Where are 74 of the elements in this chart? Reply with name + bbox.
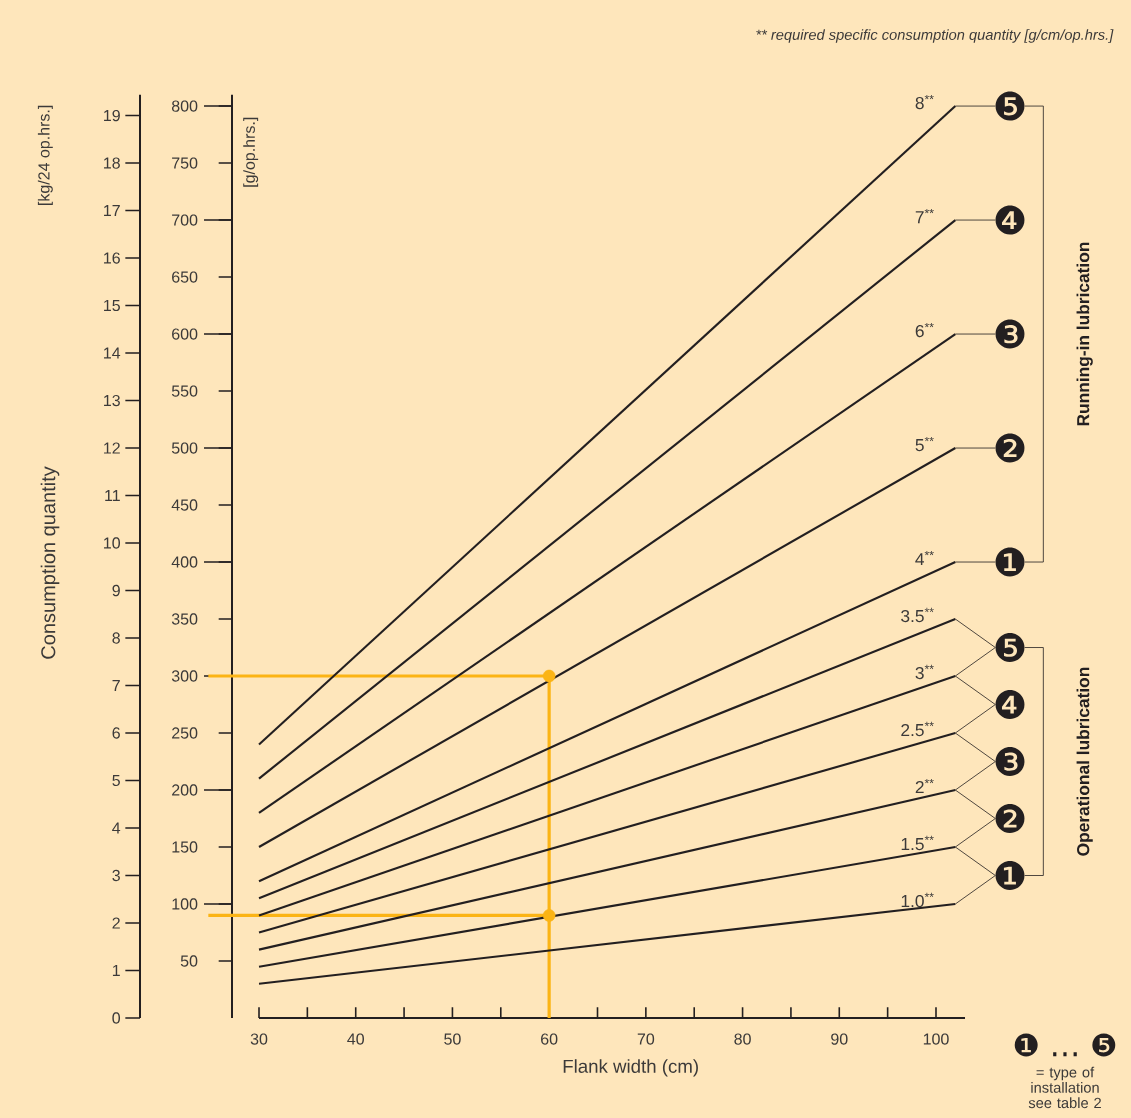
text: Operational lubrication (1076, 667, 1093, 856)
y2-tick-label: 13 (104, 394, 120, 407)
text: ❶ (995, 861, 1025, 890)
y-tick-label: 100 (172, 898, 198, 910)
legend-label: 1.0$^{**}$ (901, 892, 934, 908)
y2-tick-label: 0 (112, 1012, 121, 1024)
y-tick-label: 500 (171, 442, 198, 454)
y-tick-label: 350 (171, 613, 198, 625)
text: ** required specific consumption quantity [g/cm/op.hrs.] (756, 29, 1114, 43)
legend-label: 2$^{**}$ (915, 778, 934, 794)
legend-label: 6$^{**}$ (915, 322, 934, 338)
text: Consumption quantity (40, 466, 60, 659)
y-tick-label: 300 (171, 670, 198, 682)
legend-label: 4$^{**}$ (915, 550, 934, 566)
y2-tick-label: 8 (112, 632, 120, 644)
y2-tick-label: 12 (104, 442, 120, 454)
x-tick-label: 30 (250, 1033, 268, 1045)
text: ❺ (995, 91, 1025, 121)
text: ❹ (995, 205, 1025, 235)
x-tick-label: 70 (637, 1033, 655, 1045)
x-tick-label: 50 (444, 1033, 461, 1045)
y2-tick-label: 4 (112, 822, 121, 834)
y-tick-label: 600 (172, 328, 198, 340)
x-axis-title: Flank width (cm) (563, 1059, 698, 1077)
text: ❹ (995, 690, 1025, 719)
text: = type of installation see table 2 (1028, 1066, 1101, 1109)
y-tick-label: 700 (172, 214, 198, 226)
y-tick-label: 250 (172, 727, 198, 739)
series-label: 3.5$^{**}$ (901, 607, 934, 623)
text: ❶ … ❺ (1014, 1033, 1116, 1057)
y-tick-label: 150 (172, 841, 198, 853)
y2-tick-label: 15 (104, 299, 120, 312)
legend-label: 8$^{**}$ (915, 94, 934, 110)
y2-tick-label: 9 (112, 584, 120, 597)
y2-tick-label: 10 (104, 537, 121, 549)
legend-label: 5$^{**}$ (915, 436, 934, 452)
y-tick-label: 800 (171, 100, 198, 112)
y2-tick-label: 7 (112, 680, 120, 692)
y2-tick-label: 17 (104, 205, 120, 217)
text: ❸ (995, 747, 1025, 776)
x-tick-label: 60 (541, 1033, 558, 1045)
x-tick-label: 100 (923, 1033, 949, 1045)
y2-tick-label: 11 (105, 490, 120, 502)
y2-tick-label: 18 (104, 157, 120, 169)
y2-tick-label: 14 (104, 347, 121, 359)
y2-tick-label: 16 (104, 252, 120, 264)
y-tick-label: 450 (171, 499, 198, 511)
y2-axis-title: [kg/24 op.hrs.] (37, 105, 53, 205)
y2-tick-label: 3 (112, 869, 120, 882)
y-tick-label: 50 (180, 955, 198, 967)
x-tick-label: 80 (734, 1033, 751, 1045)
x-tick-label: 90 (831, 1033, 848, 1045)
legend-label: 1.5$^{**}$ (901, 835, 934, 851)
legend-label: 7$^{**}$ (915, 208, 934, 224)
y-tick-label: 650 (172, 271, 198, 283)
text: ❺ (995, 633, 1025, 662)
text: ❸ (995, 319, 1025, 349)
text: Running-in lubrication (1076, 242, 1093, 426)
y2-tick-label: 1 (112, 965, 120, 977)
y2-tick-label: 19 (104, 109, 120, 122)
text: ❷ (995, 804, 1025, 833)
legend-label: 2.5$^{**}$ (901, 721, 934, 737)
y-tick-label: 550 (171, 385, 198, 397)
y2-tick-label: 6 (112, 727, 120, 739)
text: ❶ (995, 547, 1025, 577)
y-tick-label: 750 (172, 157, 198, 169)
y2-tick-label: 5 (112, 774, 120, 787)
y-axis-title: [g/op.hrs.] (243, 117, 259, 187)
legend-label: 3$^{**}$ (915, 664, 934, 680)
y-tick-label: 200 (172, 784, 198, 796)
y-tick-label: 400 (171, 556, 198, 568)
x-tick-label: 40 (347, 1033, 364, 1045)
text: ❷ (995, 433, 1025, 463)
y2-tick-label: 2 (112, 917, 120, 929)
